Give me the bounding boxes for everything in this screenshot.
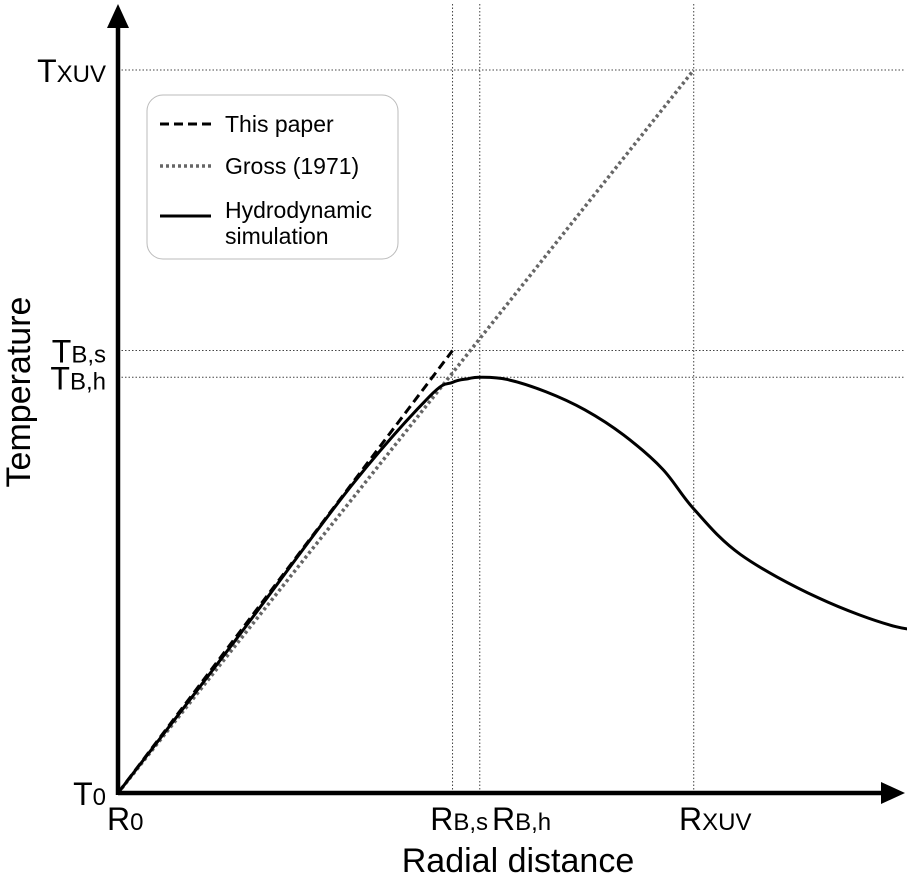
- x-axis-title: Radial distance: [402, 842, 634, 879]
- series-lines: [116, 68, 907, 795]
- y-tick-label: TB,s: [52, 334, 106, 370]
- legend-label: Gross (1971): [225, 153, 359, 179]
- x-tick-label: RB,h: [492, 801, 551, 837]
- guide-lines: [118, 4, 905, 793]
- y-axis-arrow-icon: [107, 4, 129, 28]
- legend-label: simulation: [225, 223, 329, 249]
- legend-label: Hydrodynamic: [225, 197, 372, 223]
- y-tick-label: TB,h: [50, 360, 106, 396]
- y-tick-label: TXUV: [37, 53, 106, 89]
- tick-labels: R0 RB,s RB,h RXUV T0 TB,hTB,s TXUV: [37, 53, 751, 837]
- legend: This paper Gross (1971) Hydrodynamicsimula…: [146, 94, 399, 260]
- x-tick-label: R0: [107, 801, 143, 837]
- y-axis-title: Temperature: [0, 297, 38, 488]
- x-axis-arrow-icon: [881, 782, 905, 804]
- legend-label: This paper: [225, 111, 334, 137]
- x-tick-label: RB,s: [430, 801, 488, 837]
- series-line: [116, 375, 907, 794]
- axes: [107, 4, 905, 804]
- x-tick-label: RXUV: [679, 801, 751, 837]
- y-tick-label: T0: [73, 776, 106, 812]
- legend-box: [146, 94, 399, 260]
- series-line: [116, 68, 696, 795]
